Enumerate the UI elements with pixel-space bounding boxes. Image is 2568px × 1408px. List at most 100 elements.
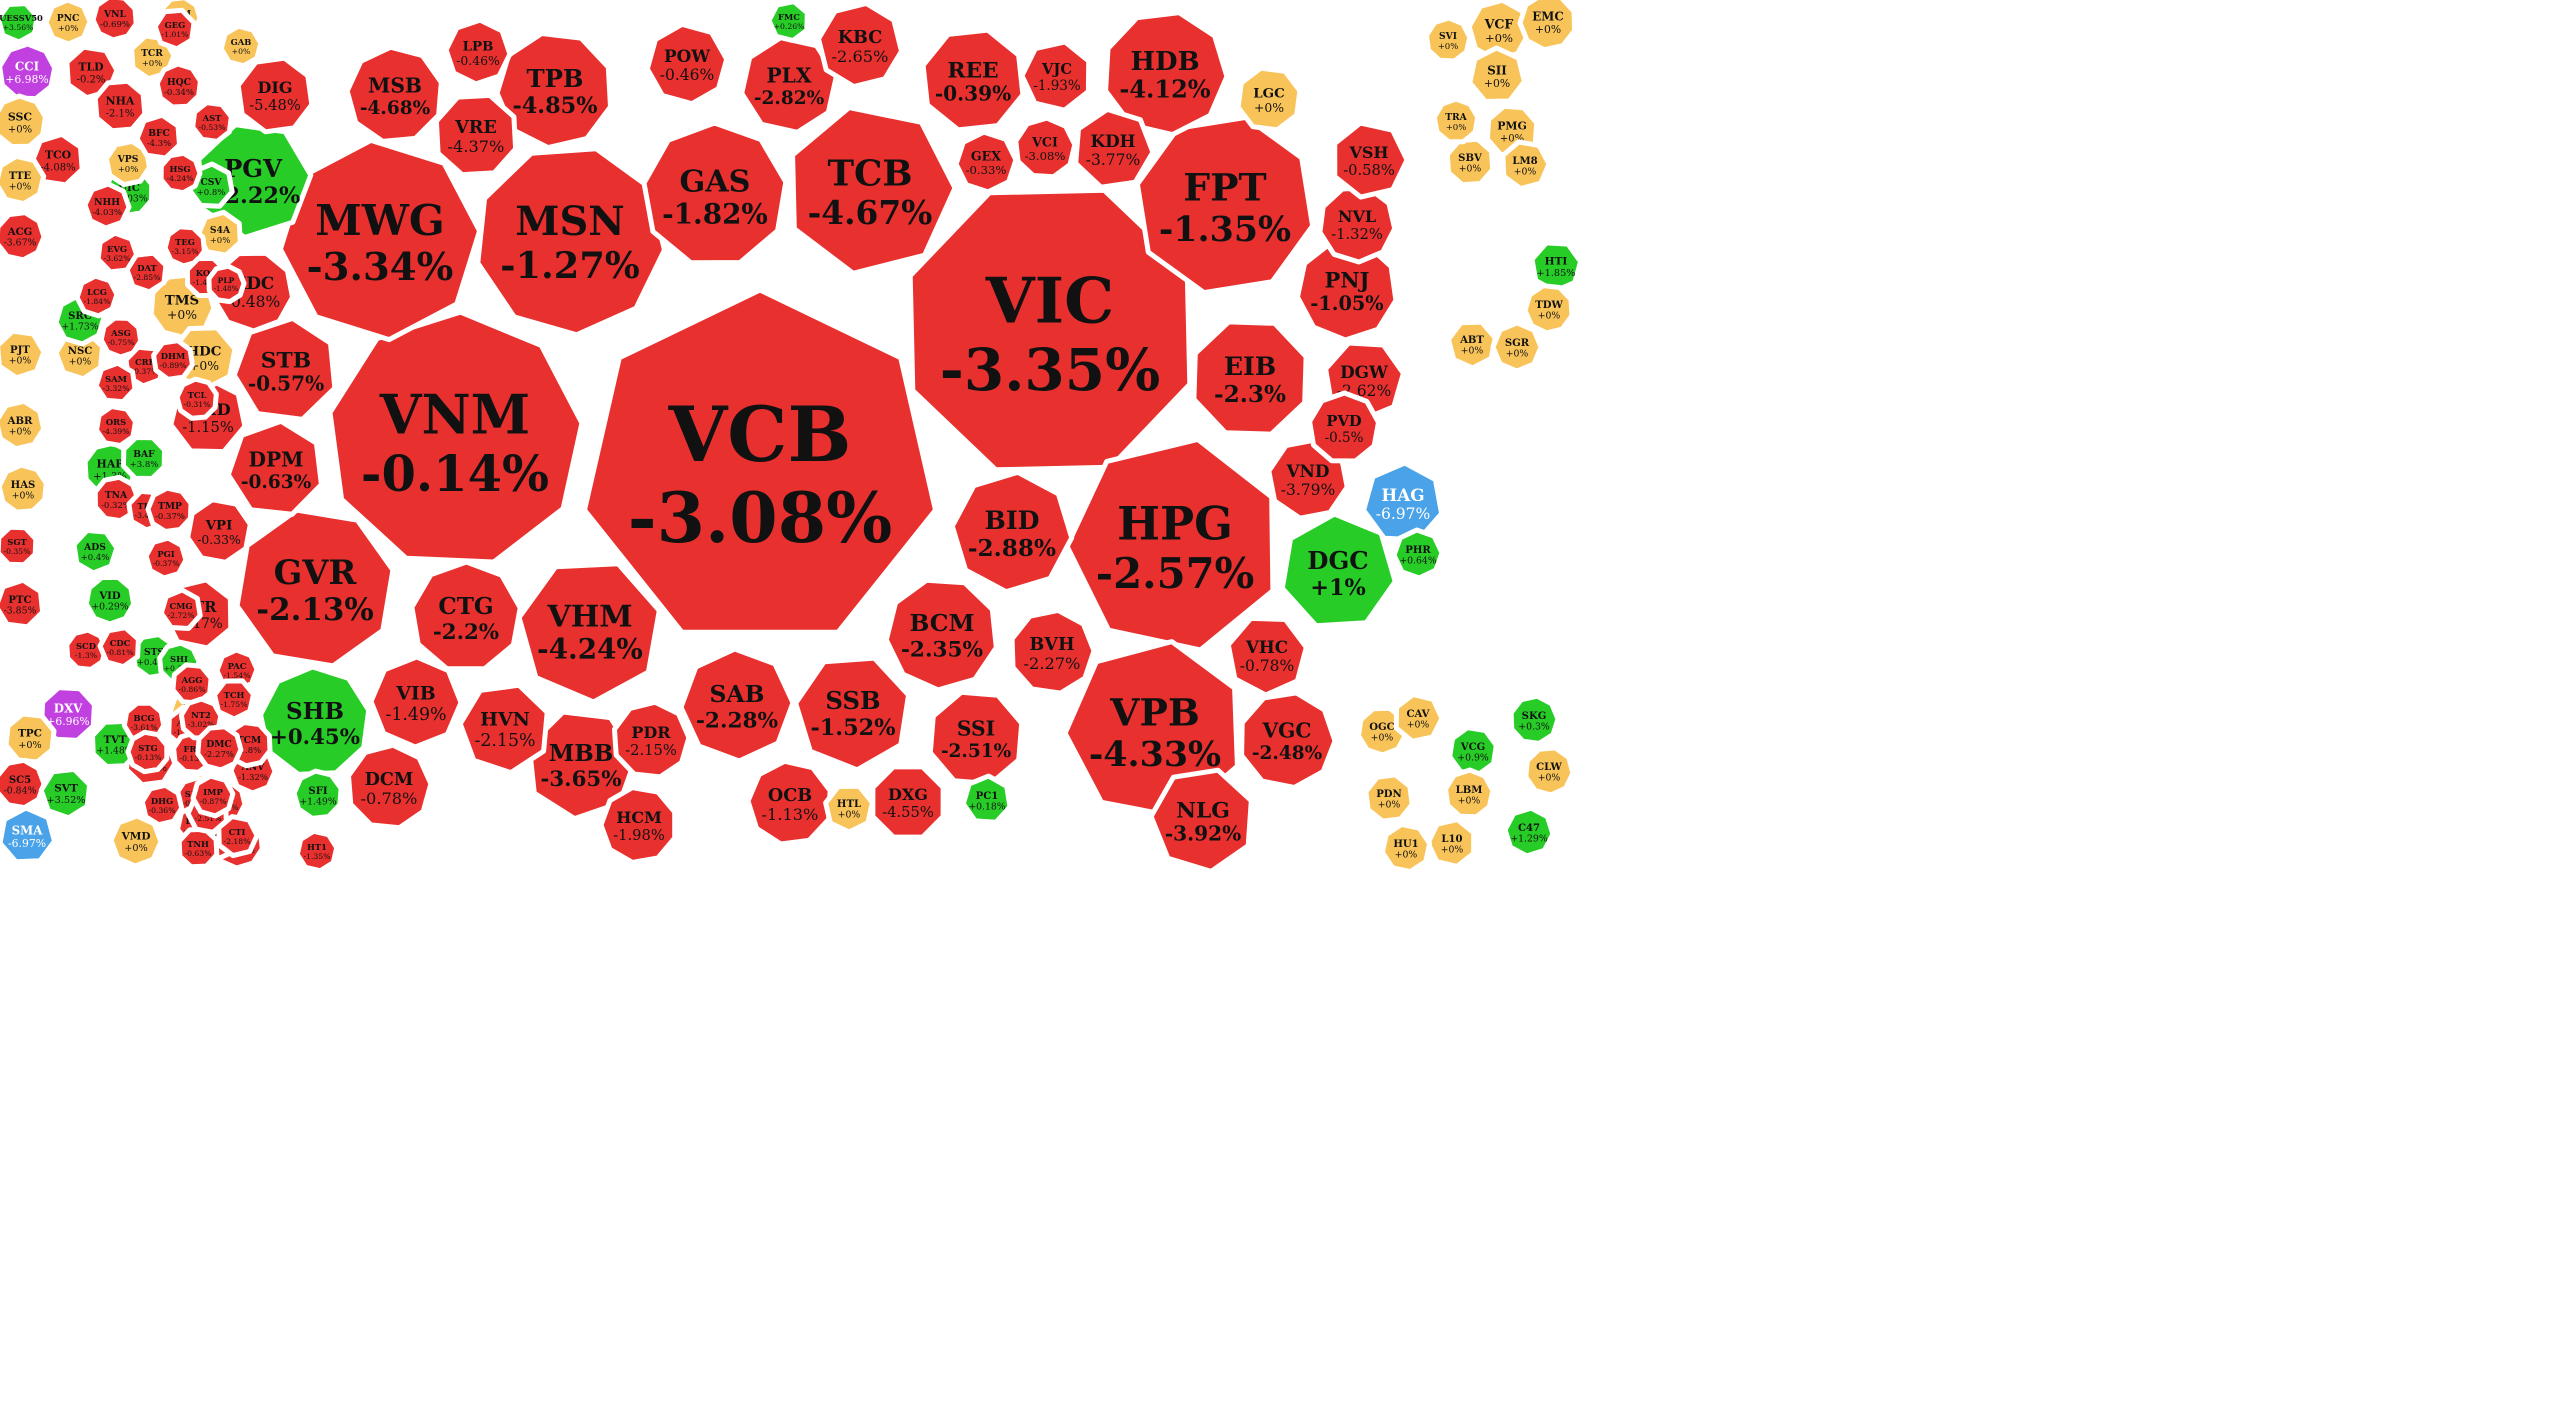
tile-dig[interactable]: DIG-5.48% (235, 55, 315, 135)
tile-shape[interactable] (277, 137, 483, 343)
tile-shape[interactable] (38, 766, 93, 821)
tile-shape[interactable] (1279, 511, 1398, 629)
tile-cav[interactable]: CAV+0% (1393, 692, 1445, 744)
tile-shape[interactable] (139, 782, 185, 828)
tile-shape[interactable] (494, 31, 613, 151)
tile-vnm[interactable]: VNM-0.14% (327, 309, 585, 565)
tile-shape[interactable] (145, 485, 194, 534)
tile-tpc[interactable]: TPC+0% (3, 711, 57, 765)
tile-abr[interactable]: ABR+0% (0, 398, 47, 452)
tile-shape[interactable] (1502, 805, 1556, 859)
tile-tte[interactable]: TTE+0% (0, 153, 47, 207)
tile-mbb[interactable]: MBB-3.65% (526, 709, 639, 822)
tile-tcl[interactable]: TCL-0.31% (174, 376, 219, 421)
tile-dpm[interactable]: DPM-0.63% (225, 418, 324, 517)
tile-lgc[interactable]: LGC+0% (1235, 65, 1303, 133)
tile-shape[interactable] (1393, 692, 1445, 744)
tile-shape[interactable] (766, 0, 810, 44)
tile-shape[interactable] (154, 61, 203, 110)
tile-shape[interactable] (1443, 767, 1496, 820)
tile-shape[interactable] (443, 17, 513, 87)
tile-shape[interactable] (1467, 45, 1527, 104)
tile-bvh[interactable]: BVH-2.27% (1009, 607, 1097, 696)
tile-dxg[interactable]: DXG-4.55% (870, 764, 946, 840)
tile-shape[interactable] (158, 587, 203, 631)
tile-tch[interactable]: TCH-1.75% (212, 678, 256, 722)
tile-shape[interactable] (793, 655, 911, 773)
tile-shape[interactable] (190, 773, 236, 819)
tile-shape[interactable] (1444, 136, 1496, 188)
tile-cci[interactable]: CCI+6.98% (0, 41, 58, 102)
tile-shape[interactable] (582, 287, 938, 635)
tile-sc5[interactable]: SC5-0.84% (0, 757, 47, 811)
tile-pow[interactable]: POW-0.46% (644, 21, 730, 107)
tile-baf[interactable]: BAF+3.8% (121, 435, 167, 481)
tile-shape[interactable] (1431, 96, 1481, 145)
tile-shape[interactable] (1523, 745, 1576, 798)
tile-gvr[interactable]: GVR-2.13% (234, 507, 396, 669)
tile-kdh[interactable]: KDH-3.77% (1073, 106, 1156, 190)
tile-shape[interactable] (125, 729, 170, 775)
tile-vpi[interactable]: VPI-0.33% (185, 497, 253, 565)
tile-shape[interactable] (1517, 0, 1578, 53)
tile-vre[interactable]: VRE-4.37% (433, 92, 519, 178)
tile-shape[interactable] (790, 105, 958, 276)
tile-hvn[interactable]: HVN-2.15% (457, 682, 550, 776)
tile-msb[interactable]: MSB-4.68% (344, 44, 444, 144)
tile-shape[interactable] (346, 742, 434, 831)
tile-shb[interactable]: SHB+0.45% (258, 664, 372, 777)
tile-mwg[interactable]: MWG-3.34% (277, 137, 483, 343)
tile-shape[interactable] (1379, 821, 1433, 875)
tile-tmp[interactable]: TMP-0.37% (145, 485, 194, 534)
tile-plx[interactable]: PLX-2.82% (739, 35, 839, 135)
tile-vci[interactable]: VCI-3.08% (1013, 115, 1078, 180)
tile-shape[interactable] (516, 561, 662, 705)
tile-shape[interactable] (1363, 772, 1415, 824)
tile-hag[interactable]: HAG-6.97% (1361, 460, 1445, 543)
tile-l10[interactable]: L10+0% (1425, 817, 1477, 869)
tile-shape[interactable] (97, 625, 141, 670)
tile-shape[interactable] (344, 44, 444, 144)
tile-shape[interactable] (1307, 390, 1381, 464)
tile-shape[interactable] (1317, 185, 1398, 265)
tile-vcb[interactable]: VCB-3.08% (582, 287, 938, 635)
tile-shape[interactable] (949, 469, 1075, 595)
tile-svi[interactable]: SVI+0% (1424, 15, 1473, 64)
tile-nha[interactable]: NHA-2.1% (92, 78, 148, 134)
tile-shape[interactable] (883, 577, 999, 693)
tile-tdw[interactable]: TDW+0% (1522, 283, 1575, 336)
tile-vcg[interactable]: VCG+0.9% (1447, 725, 1499, 777)
tile-shape[interactable] (409, 559, 523, 672)
tile-shape[interactable] (678, 646, 796, 764)
tile-tcb[interactable]: TCB-4.67% (790, 105, 958, 276)
tile-shape[interactable] (1391, 527, 1445, 581)
tile-abt[interactable]: ABT+0% (1445, 319, 1498, 371)
tile-shape[interactable] (1361, 460, 1445, 543)
tile-shape[interactable] (1522, 283, 1575, 336)
tile-shape[interactable] (170, 662, 214, 706)
tile-shape[interactable] (158, 150, 203, 196)
tile-shape[interactable] (1225, 615, 1309, 698)
tile-nlg[interactable]: NLG-3.92% (1148, 767, 1254, 874)
tile-ssc[interactable]: SSC+0% (0, 93, 48, 150)
tile-geg[interactable]: GEG-1.01% (152, 7, 197, 52)
tile-shape[interactable] (103, 138, 153, 188)
tile-shape[interactable] (870, 764, 946, 840)
tile-sgt[interactable]: SGT-0.35% (0, 524, 39, 568)
tile-shape[interactable] (0, 210, 47, 263)
tile-bcm[interactable]: BCM-2.35% (883, 577, 999, 693)
tile-pdn[interactable]: PDN+0% (1363, 772, 1415, 824)
tile-tpb[interactable]: TPB-4.85% (494, 31, 613, 151)
tile-has[interactable]: HAS+0% (0, 462, 49, 515)
tile-shape[interactable] (90, 0, 139, 43)
tile-hpg[interactable]: HPG-2.57% (1064, 436, 1276, 653)
tile-shape[interactable] (1019, 39, 1092, 113)
tile-shape[interactable] (644, 21, 730, 107)
tile-shape[interactable] (108, 813, 164, 869)
tile-shape[interactable] (823, 783, 875, 835)
tile-shape[interactable] (1064, 436, 1276, 653)
tile-shape[interactable] (1013, 115, 1078, 180)
tile-ree[interactable]: REE-0.39% (920, 27, 1026, 133)
tile-shape[interactable] (258, 664, 372, 777)
tile-shape[interactable] (71, 528, 120, 576)
